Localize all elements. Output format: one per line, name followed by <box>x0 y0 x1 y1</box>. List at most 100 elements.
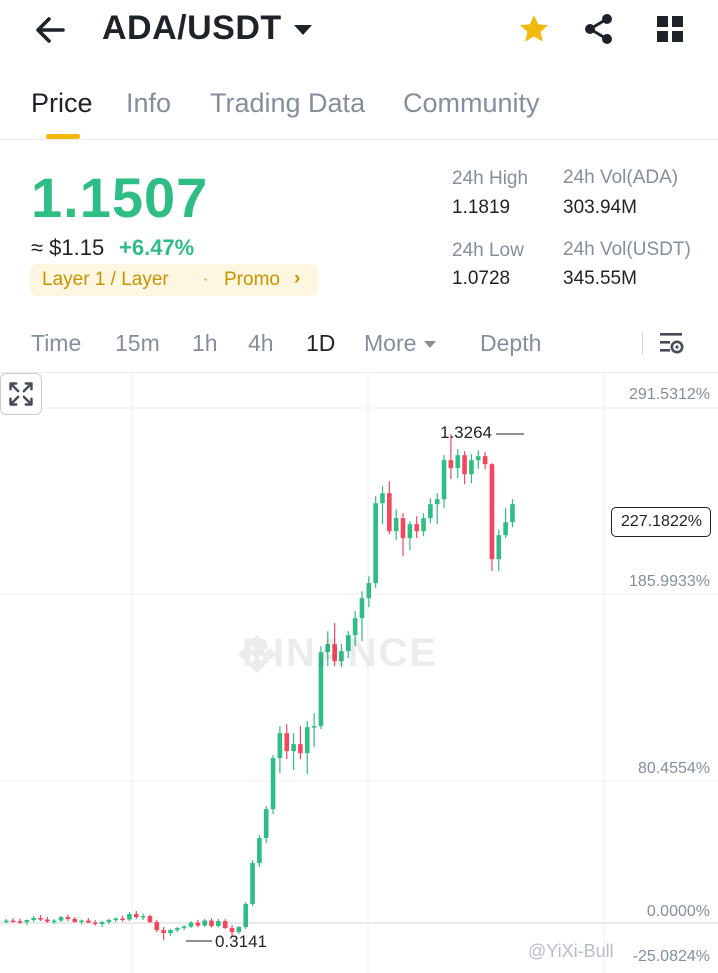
candle-body <box>325 644 331 653</box>
candle <box>428 498 433 524</box>
candle-body <box>140 916 146 918</box>
star-icon[interactable] <box>517 12 551 46</box>
candle-body <box>270 758 276 810</box>
candle-body <box>339 651 344 662</box>
y-axis-label: 291.5312% <box>629 386 710 403</box>
candle <box>393 509 399 541</box>
candle <box>332 623 337 667</box>
candle <box>133 911 139 920</box>
pair-selector[interactable]: ADA/USDT <box>102 9 312 48</box>
candle <box>284 724 290 760</box>
fullscreen-expand-icon[interactable] <box>0 373 42 415</box>
candle <box>147 914 153 924</box>
candle-body <box>387 493 392 532</box>
grid-icon[interactable] <box>653 12 687 46</box>
timeframe-time[interactable]: Time <box>31 330 82 356</box>
candle-body <box>195 922 201 926</box>
vol-ada-label: 24h Vol(ADA) <box>563 167 679 188</box>
candle-body <box>188 922 194 927</box>
back-arrow-icon[interactable] <box>30 10 70 50</box>
timeframe-4h[interactable]: 4h <box>248 330 274 356</box>
candle-body <box>352 618 358 636</box>
tab-info[interactable]: Info <box>126 88 172 118</box>
candle <box>263 806 269 844</box>
candle-body <box>366 583 372 599</box>
candle <box>277 726 283 774</box>
timeframe-1h[interactable]: 1h <box>192 330 218 356</box>
candle <box>4 919 9 924</box>
more-label: More <box>364 330 417 356</box>
high-marker: 1.3264 <box>440 423 492 442</box>
candle-body <box>17 921 23 923</box>
candle-body <box>51 920 57 923</box>
timeframe-more[interactable]: More <box>364 330 437 357</box>
candle <box>304 721 310 775</box>
candle <box>140 913 146 921</box>
chevron-down-icon <box>293 24 312 35</box>
candle-body <box>181 926 187 929</box>
candle <box>38 915 43 922</box>
promo-link[interactable]: Promo <box>224 269 280 290</box>
candle-body <box>304 727 310 754</box>
candle-body <box>359 598 365 619</box>
candle <box>489 463 495 572</box>
candle <box>45 917 50 924</box>
candle-body <box>175 928 180 931</box>
candle-body <box>298 744 303 754</box>
candle-body <box>24 920 30 923</box>
candle <box>154 920 160 933</box>
candle <box>51 919 57 925</box>
candle <box>469 454 474 484</box>
vol-usdt-value: 345.55M <box>563 268 637 289</box>
candle-body <box>291 744 296 752</box>
toolbar-divider <box>642 332 643 354</box>
pair-title: ADA/USDT <box>102 9 282 47</box>
candle <box>58 916 64 923</box>
candle <box>441 455 447 509</box>
candle <box>257 835 262 868</box>
candle-body <box>92 922 98 925</box>
candle-body <box>154 922 160 931</box>
tab-price[interactable]: Price <box>31 88 93 118</box>
candle <box>188 921 194 929</box>
candle <box>421 513 426 537</box>
candle <box>352 611 358 647</box>
candle <box>168 929 173 937</box>
candle-body <box>45 919 50 922</box>
candle <box>175 927 180 933</box>
candle-body <box>257 838 262 864</box>
timeframe-15m[interactable]: 15m <box>115 330 160 356</box>
candle <box>448 434 454 480</box>
tab-trading-data[interactable]: Trading Data <box>210 88 366 118</box>
candle <box>455 449 461 479</box>
candle-body <box>161 930 166 934</box>
candle <box>414 516 419 539</box>
y-axis-label: 80.4554% <box>637 760 710 777</box>
candle-body <box>263 809 269 839</box>
tab-bar: Price Info Trading Data Community <box>0 82 718 140</box>
chart-settings-icon[interactable] <box>658 330 686 358</box>
candlestick-chart[interactable]: BINANCE 1.3264 0.3141 291.5312% 185.9933… <box>0 372 718 973</box>
candle <box>31 916 36 923</box>
candle-body <box>243 904 248 928</box>
candle <box>79 919 84 925</box>
category-tag[interactable]: Layer 1 / Layer <box>42 269 169 290</box>
candle-body <box>277 733 283 759</box>
timeframe-1d[interactable]: 1D <box>306 330 336 356</box>
candle-body <box>99 922 105 925</box>
candle-body <box>400 518 406 539</box>
timeframe-depth[interactable]: Depth <box>480 330 542 356</box>
share-icon[interactable] <box>582 12 616 46</box>
tab-community[interactable]: Community <box>403 88 540 118</box>
candle <box>318 646 324 730</box>
low-value: 1.0728 <box>452 268 511 289</box>
active-tab-indicator <box>46 134 80 139</box>
candle-body <box>482 456 488 465</box>
candle-body <box>216 921 221 927</box>
candle <box>387 481 392 535</box>
candle-body <box>147 916 153 923</box>
candle <box>400 513 406 557</box>
tag-bar[interactable]: Layer 1 / Layer Promo › <box>30 264 318 296</box>
candle-body <box>407 524 413 539</box>
low-marker: 0.3141 <box>215 932 267 951</box>
